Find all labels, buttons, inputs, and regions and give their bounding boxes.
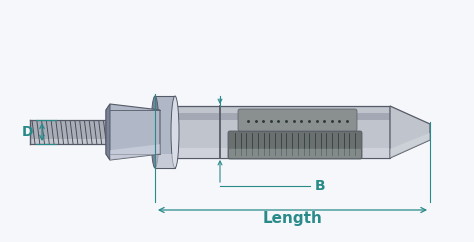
Polygon shape (106, 104, 110, 160)
Bar (30, 120, 155, 144)
FancyBboxPatch shape (229, 149, 361, 158)
Bar (175, 148, 390, 158)
Polygon shape (390, 106, 430, 158)
Bar (175, 106, 390, 158)
Bar (155, 154, 175, 168)
FancyBboxPatch shape (228, 131, 362, 159)
Bar (175, 113, 390, 120)
Text: Length: Length (263, 211, 322, 226)
Ellipse shape (171, 96, 179, 168)
Polygon shape (106, 104, 160, 160)
Text: D: D (22, 125, 34, 139)
Bar (155, 96, 175, 168)
Polygon shape (390, 133, 430, 158)
FancyBboxPatch shape (238, 109, 357, 131)
Text: B: B (315, 179, 326, 193)
Polygon shape (110, 144, 160, 160)
Bar (30, 139, 155, 144)
Ellipse shape (151, 96, 159, 168)
